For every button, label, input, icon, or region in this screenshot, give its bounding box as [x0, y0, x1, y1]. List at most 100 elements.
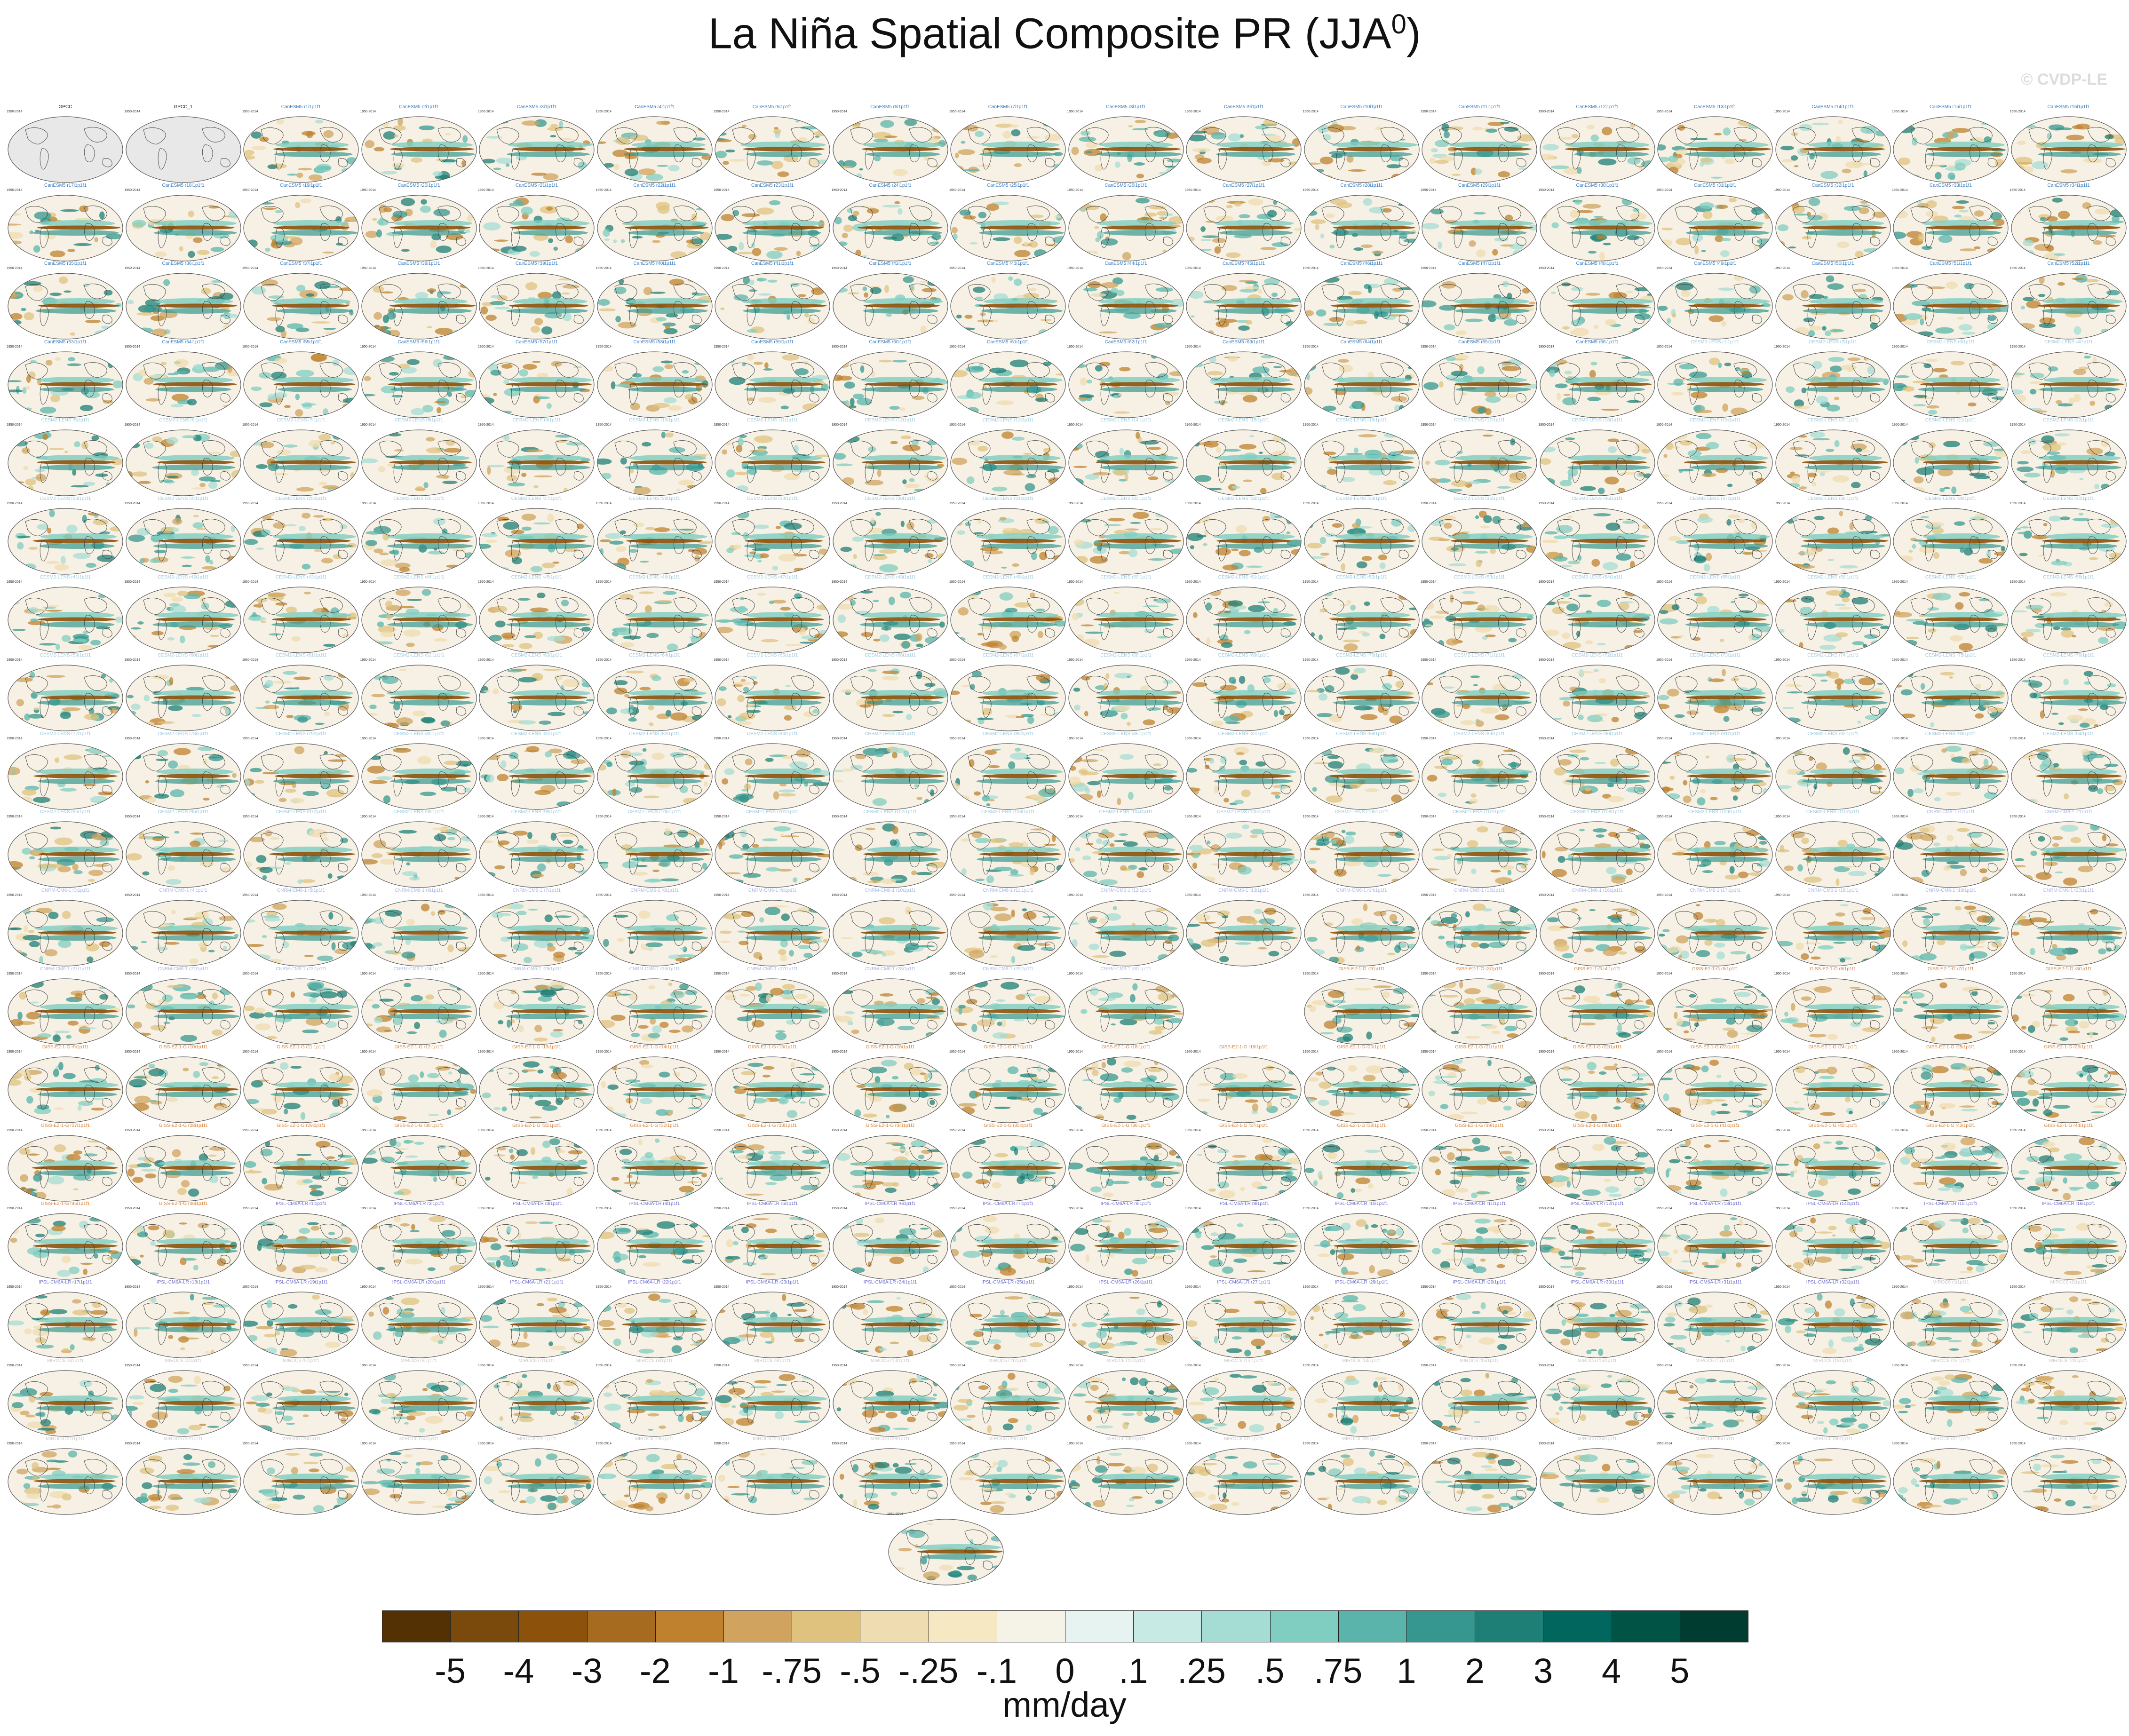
panel-period: 1950-2014: [1067, 188, 1083, 192]
anomaly-blob: [796, 250, 801, 256]
equatorial-band: [1565, 147, 1650, 151]
anomaly-blob: [1050, 172, 1065, 177]
anomaly-blob: [1585, 293, 1600, 296]
panel-period: 1950-2014: [2010, 110, 2026, 113]
panel-map: [1893, 508, 2009, 575]
anomaly-blob: [1870, 640, 1885, 646]
anomaly-blob: [1834, 396, 1839, 400]
panel-period: 1950-2014: [360, 580, 376, 584]
anomaly-blob: [16, 699, 24, 706]
anomaly-blob: [1200, 238, 1212, 241]
equatorial-band: [1684, 147, 1772, 151]
composite-panel: CanESM5 r14i1p1f1 1950-2014: [1774, 104, 1892, 186]
equatorial-band: [1216, 151, 1295, 157]
anomaly-blob: [1437, 241, 1442, 249]
equatorial-band: [1450, 460, 1527, 465]
equatorial-band: [982, 142, 1060, 148]
anomaly-blob: [597, 365, 613, 372]
anomaly-blob: [1423, 382, 1439, 390]
anomaly-blob: [154, 251, 167, 257]
anomaly-blob: [1834, 440, 1840, 448]
equatorial-band: [39, 465, 115, 471]
coastline: [84, 223, 95, 241]
map-outline: [125, 194, 241, 262]
anomaly-blob: [1751, 549, 1767, 552]
panel-map: [2010, 508, 2127, 575]
anomaly-blob: [617, 322, 636, 329]
map-outline: [1303, 194, 1420, 262]
anomaly-blob: [1446, 356, 1456, 361]
anomaly-blob: [166, 476, 179, 478]
anomaly-blob: [434, 401, 446, 403]
coastline: [1498, 205, 1521, 221]
anomaly-blob: [1149, 528, 1162, 531]
anomaly-blob: [548, 238, 553, 243]
equatorial-band: [1448, 151, 1530, 157]
anomaly-blob: [17, 535, 31, 539]
anomaly-blob: [1864, 634, 1878, 639]
panel-title: CanESM5 r4i1p1f1: [635, 104, 675, 110]
anomaly-blob: [393, 125, 406, 131]
coastline: [1733, 127, 1757, 143]
anomaly-blob: [1564, 370, 1572, 375]
anomaly-blob: [406, 598, 422, 601]
anomaly-blob: [956, 637, 966, 642]
panel-title: CanESM5 r15i1p1f1: [1929, 104, 1972, 110]
coastline: [1336, 305, 1345, 326]
equatorial-band: [39, 220, 115, 227]
anomaly-blob: [892, 169, 908, 176]
equatorial-band: [507, 460, 590, 465]
anomaly-blob: [267, 317, 282, 321]
anomaly-blob: [739, 242, 744, 250]
anomaly-blob: [1406, 119, 1419, 124]
anomaly-blob: [901, 641, 910, 649]
panel-map: [1303, 429, 1420, 496]
panel-map: [8, 429, 123, 496]
anomaly-blob: [442, 481, 458, 484]
anomaly-blob: [1085, 151, 1092, 153]
anomaly-blob: [1982, 392, 1993, 395]
panel-map: [1303, 116, 1420, 183]
panel-map: [243, 273, 359, 340]
anomaly-blob: [1423, 618, 1430, 622]
anomaly-blob: [1406, 512, 1415, 517]
anomaly-blob: [721, 214, 734, 221]
anomaly-blob: [1009, 359, 1029, 367]
coastline: [84, 127, 107, 143]
anomaly-blob: [1113, 411, 1130, 414]
anomaly-blob: [1829, 329, 1844, 333]
anomaly-blob: [1319, 156, 1333, 165]
coastline: [1969, 205, 1993, 221]
anomaly-blob: [597, 141, 606, 144]
coastline: [1675, 284, 1698, 301]
anomaly-blob: [963, 215, 976, 220]
anomaly-blob: [401, 366, 417, 374]
anomaly-blob: [275, 325, 285, 333]
panel-title: CanESM5 r26i1p1f1: [1104, 182, 1147, 188]
composite-panel: CESM2-LENS r54i1p1f1 1950-2014: [1539, 575, 1656, 657]
anomaly-blob: [287, 174, 298, 176]
equatorial-band: [158, 539, 235, 543]
anomaly-blob: [49, 250, 65, 257]
composite-panel: CanESM5 r45i1p1f1 1950-2014: [1185, 261, 1303, 343]
anomaly-blob: [207, 644, 226, 648]
anomaly-blob: [373, 285, 384, 293]
anomaly-blob: [1076, 172, 1080, 177]
anomaly-blob: [639, 561, 649, 563]
panel-title: CESM2-LENS r1i1p1f1: [1691, 339, 1740, 345]
anomaly-blob: [858, 168, 863, 171]
coastline: [1026, 205, 1050, 221]
anomaly-blob: [1147, 476, 1159, 481]
equatorial-band: [2042, 539, 2120, 543]
map-outline: [1186, 116, 1302, 183]
anomaly-blob: [774, 246, 788, 251]
coastline: [25, 284, 48, 301]
map-outline: [1422, 273, 1537, 340]
anomaly-blob: [852, 393, 864, 399]
anomaly-blob: [1371, 250, 1383, 254]
map-outline: [1657, 116, 1773, 183]
panel-period: 1950-2014: [1774, 110, 1790, 113]
anomaly-blob: [361, 174, 378, 181]
anomaly-blob: [47, 528, 52, 534]
coastline: [791, 144, 802, 162]
